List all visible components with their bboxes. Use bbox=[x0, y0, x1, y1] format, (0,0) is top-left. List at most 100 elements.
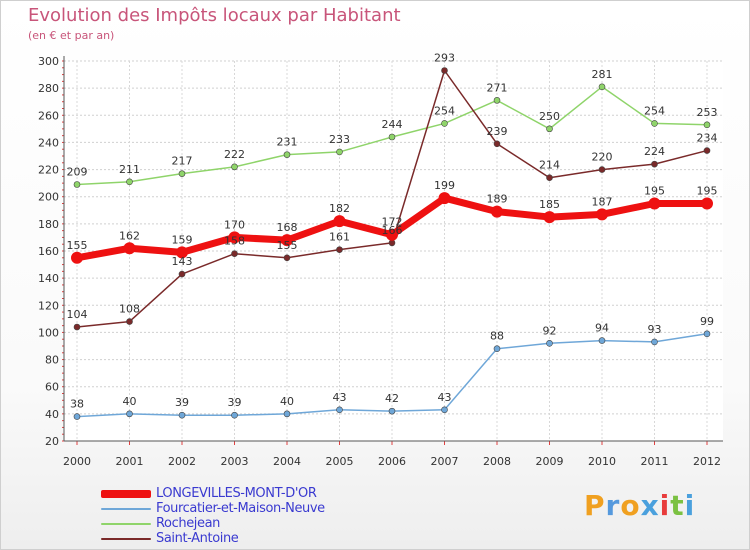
data-point bbox=[71, 251, 83, 264]
data-point bbox=[441, 406, 448, 414]
data-label: 271 bbox=[487, 81, 508, 94]
data-point bbox=[438, 192, 451, 205]
x-tick-label: 2003 bbox=[221, 455, 249, 468]
data-label: 143 bbox=[172, 255, 193, 268]
data-point bbox=[231, 411, 238, 419]
x-tick-label: 2001 bbox=[116, 455, 144, 468]
y-tick-label: 260 bbox=[38, 109, 59, 122]
chart-subtitle: (en € et par an) bbox=[28, 29, 115, 42]
data-label: 42 bbox=[385, 392, 399, 405]
data-point bbox=[73, 323, 81, 331]
logo-letter: i bbox=[659, 489, 671, 522]
data-point bbox=[546, 125, 553, 133]
y-tick-label: 60 bbox=[45, 381, 59, 394]
y-tick-label: 140 bbox=[38, 272, 59, 285]
data-point bbox=[598, 337, 606, 344]
data-label: 217 bbox=[172, 155, 193, 168]
y-tick-label: 20 bbox=[45, 435, 59, 448]
data-point bbox=[231, 250, 238, 258]
data-label: 40 bbox=[123, 395, 137, 408]
data-point bbox=[126, 410, 133, 418]
data-label: 162 bbox=[119, 229, 140, 242]
data-label: 199 bbox=[434, 179, 455, 192]
data-label: 43 bbox=[333, 391, 347, 404]
legend-swatch bbox=[101, 538, 151, 540]
logo-letter: P bbox=[584, 489, 606, 522]
data-label: 233 bbox=[329, 133, 350, 146]
y-tick-label: 80 bbox=[45, 354, 59, 367]
data-label: 253 bbox=[697, 106, 718, 119]
data-point bbox=[228, 231, 241, 244]
data-label: 209 bbox=[67, 166, 88, 179]
data-point bbox=[701, 197, 713, 210]
data-label: 222 bbox=[224, 148, 245, 161]
legend-label: Rochejean bbox=[156, 516, 221, 531]
data-label: 94 bbox=[595, 322, 609, 335]
legend-swatch bbox=[101, 490, 151, 498]
proxiti-logo: Proxiti bbox=[584, 489, 695, 522]
series-lines bbox=[71, 67, 713, 420]
y-tick-label: 220 bbox=[38, 164, 59, 177]
data-point bbox=[493, 97, 501, 104]
data-label: 239 bbox=[487, 125, 508, 138]
data-label: 182 bbox=[329, 202, 350, 215]
y-tick-label: 200 bbox=[38, 191, 59, 204]
data-point bbox=[441, 120, 448, 127]
data-label: 172 bbox=[382, 216, 403, 229]
data-point bbox=[336, 246, 343, 253]
data-label: 250 bbox=[539, 110, 560, 123]
data-point bbox=[73, 181, 81, 188]
data-label: 244 bbox=[382, 118, 403, 131]
data-point bbox=[178, 411, 186, 419]
x-tick-label: 2000 bbox=[63, 455, 91, 468]
data-label: 195 bbox=[697, 185, 718, 198]
data-point bbox=[283, 254, 291, 262]
data-point bbox=[598, 83, 606, 91]
x-tick-label: 2007 bbox=[431, 455, 459, 468]
data-point bbox=[336, 148, 343, 156]
data-label: 220 bbox=[592, 151, 613, 164]
data-point bbox=[651, 338, 658, 346]
data-point bbox=[281, 234, 293, 247]
y-tick-label: 280 bbox=[38, 82, 59, 95]
data-label: 211 bbox=[119, 163, 140, 176]
data-label: 155 bbox=[67, 239, 88, 252]
data-point bbox=[493, 140, 501, 148]
logo-letter: o bbox=[620, 489, 641, 522]
y-tick-label: 40 bbox=[45, 408, 59, 421]
data-label: 92 bbox=[543, 324, 557, 337]
x-tick-label: 2005 bbox=[326, 455, 354, 468]
data-label: 231 bbox=[277, 136, 298, 149]
legend-swatch bbox=[101, 508, 151, 510]
legend-label: Fourcatier-et-Maison-Neuve bbox=[156, 501, 325, 516]
data-point bbox=[703, 121, 711, 129]
data-label: 158 bbox=[224, 235, 245, 248]
x-tick-label: 2010 bbox=[588, 455, 616, 468]
data-point bbox=[178, 270, 186, 278]
y-tick-label: 160 bbox=[38, 245, 59, 258]
data-point bbox=[441, 67, 448, 74]
data-point bbox=[388, 239, 396, 247]
data-point bbox=[388, 407, 396, 415]
x-tick-label: 2012 bbox=[693, 455, 721, 468]
legend-label: Saint-Antoine bbox=[156, 531, 239, 546]
data-label: 88 bbox=[490, 330, 504, 343]
data-label: 166 bbox=[382, 224, 403, 237]
data-label: 168 bbox=[277, 221, 298, 234]
data-point bbox=[388, 133, 396, 141]
data-label: 161 bbox=[329, 231, 350, 244]
data-label: 281 bbox=[592, 68, 613, 81]
data-point bbox=[493, 345, 501, 353]
data-point bbox=[703, 330, 711, 338]
data-label: 170 bbox=[224, 218, 245, 231]
data-point bbox=[231, 163, 238, 171]
data-label: 224 bbox=[644, 145, 665, 158]
data-point bbox=[126, 318, 133, 325]
x-tick-label: 2008 bbox=[483, 455, 511, 468]
data-label: 187 bbox=[592, 195, 613, 208]
data-label: 155 bbox=[277, 239, 298, 252]
data-label: 39 bbox=[228, 396, 242, 409]
y-tick-label: 120 bbox=[38, 299, 59, 312]
data-label: 104 bbox=[67, 308, 88, 321]
